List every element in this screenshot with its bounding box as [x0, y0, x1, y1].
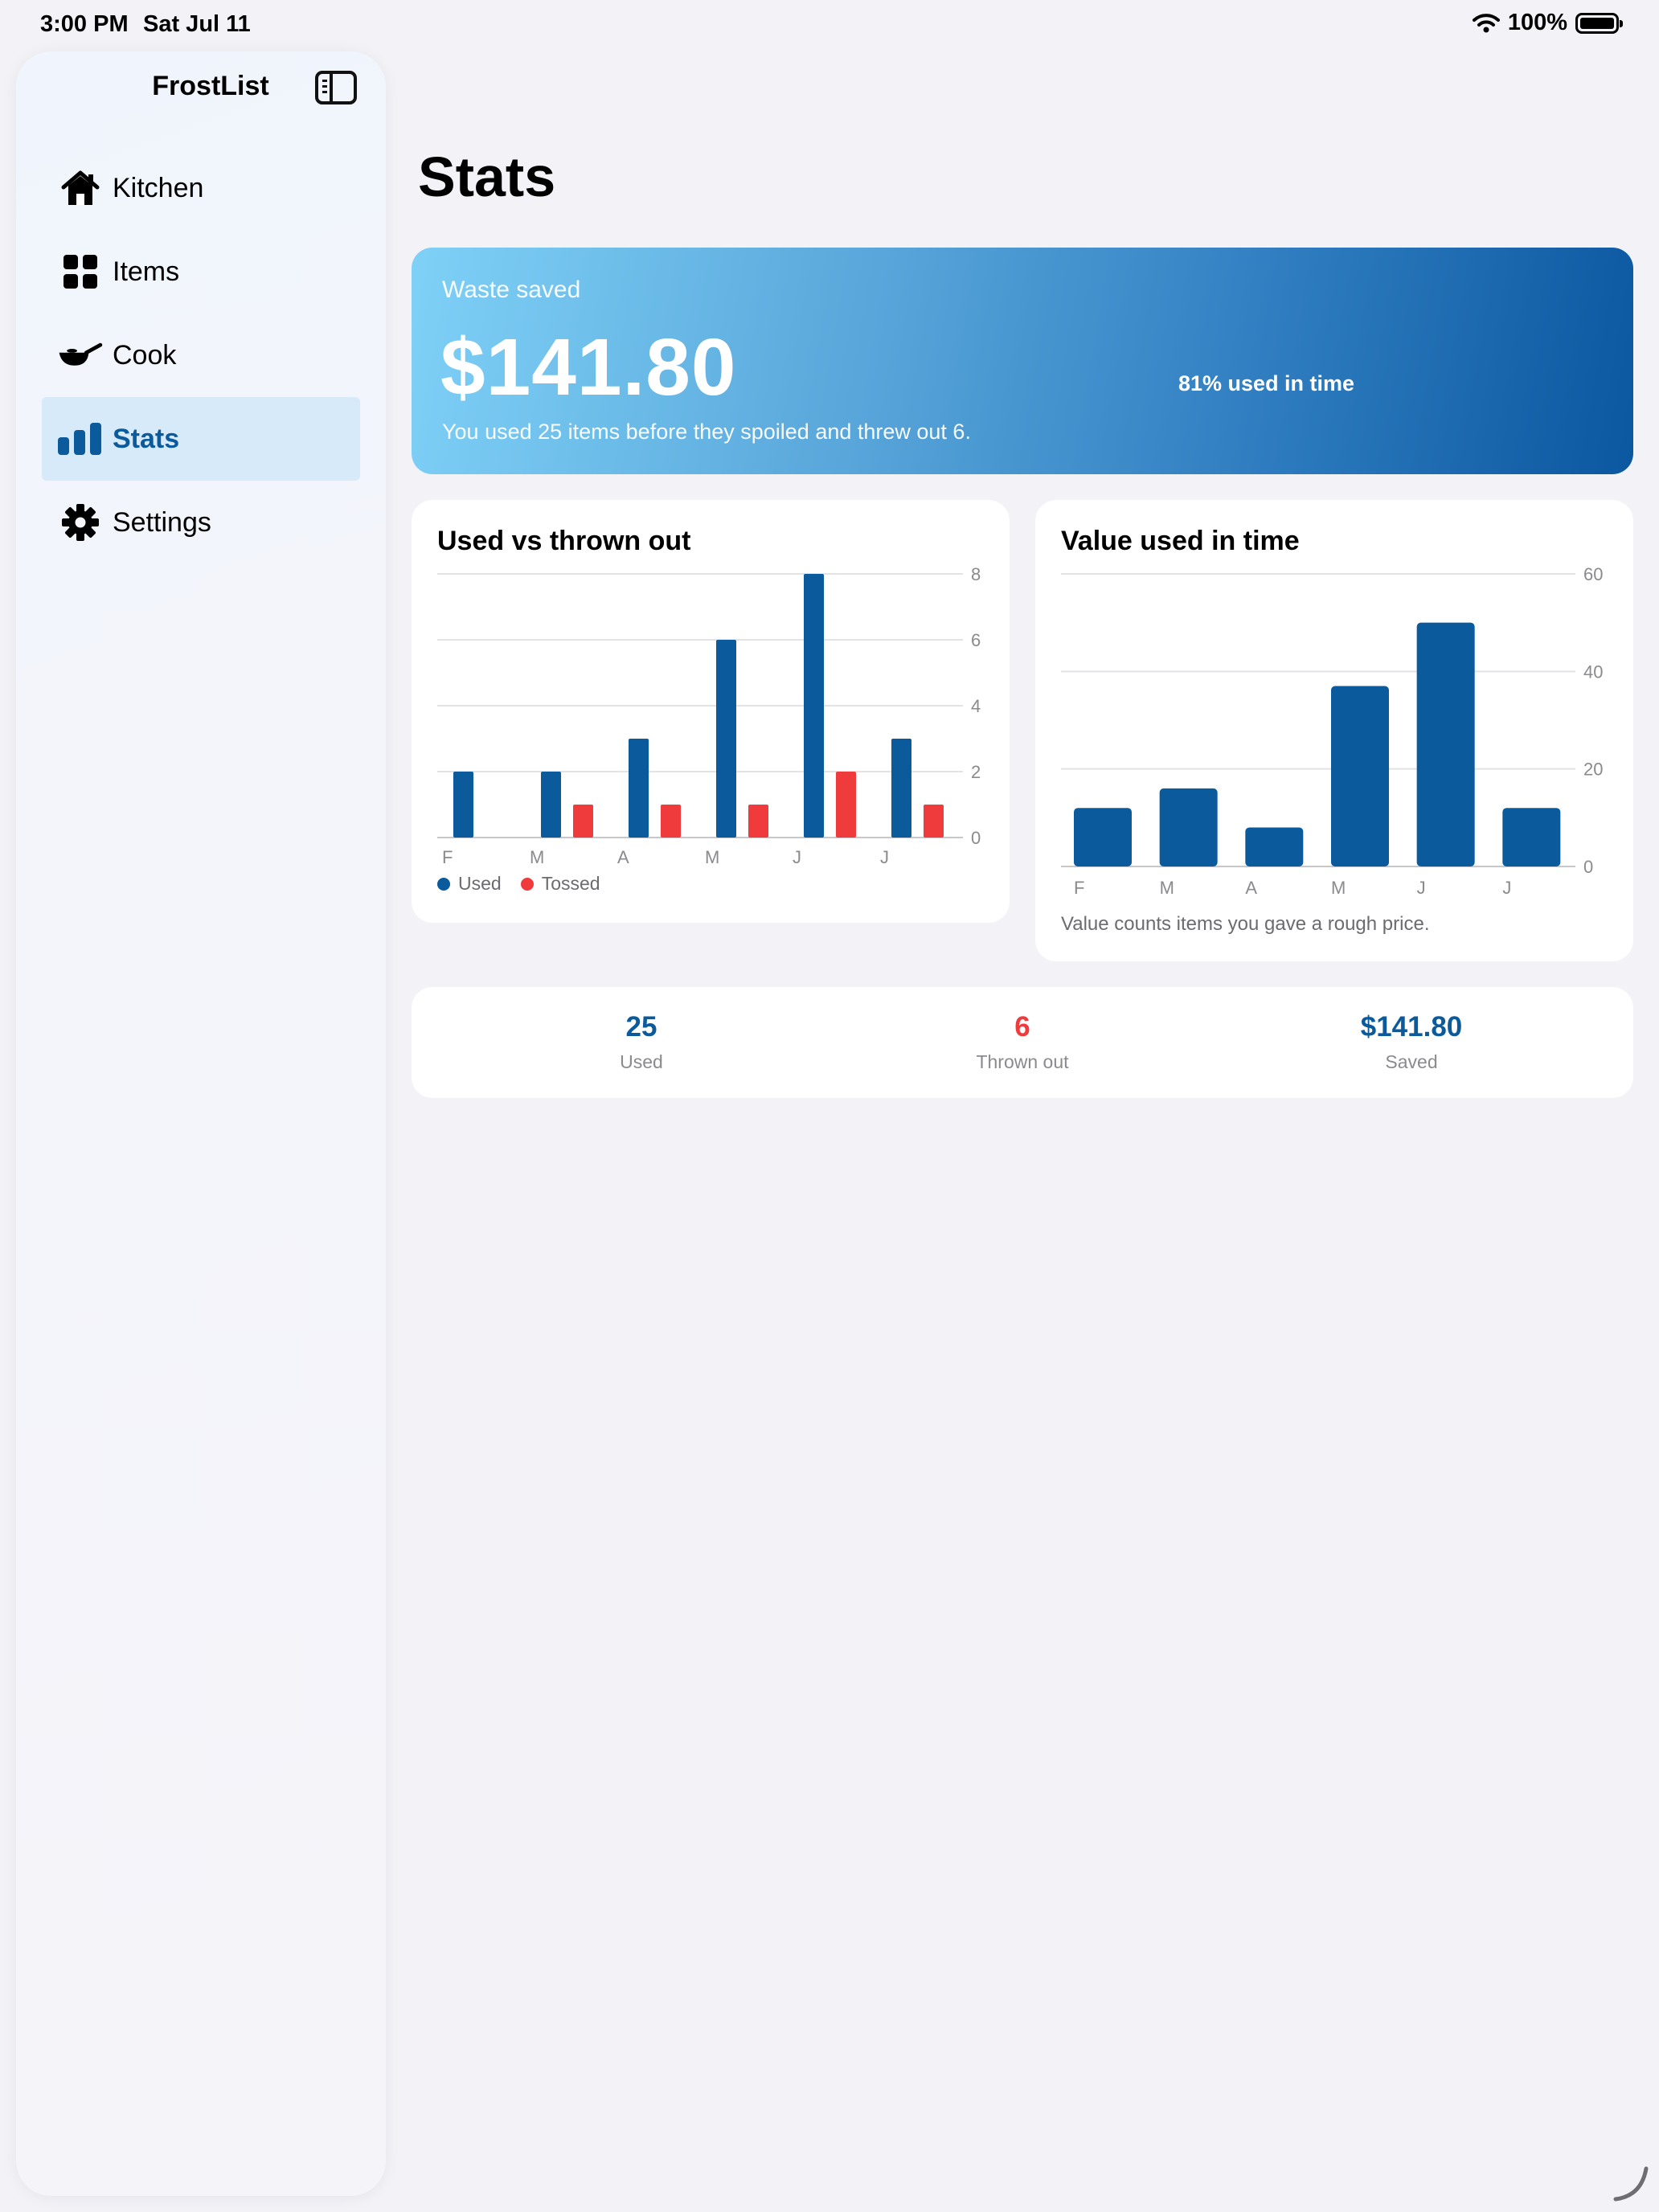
summary-thrown-out: 6 Thrown out	[902, 1011, 1143, 1073]
summary-used: 25 Used	[521, 1011, 762, 1073]
bar-value	[1159, 788, 1218, 866]
bar-tossed	[836, 772, 856, 838]
wifi-icon	[1472, 13, 1500, 32]
hero-percent: 81% used in time	[1178, 371, 1355, 395]
bar-chart-icon	[58, 416, 103, 461]
page-title: Stats	[418, 145, 556, 208]
used-vs-thrown-chart: 0 2 4 6 8 F M A M J J	[437, 564, 981, 867]
bar-used	[541, 772, 561, 838]
grid-icon	[58, 249, 103, 294]
sidebar-item-items[interactable]: Items	[42, 230, 360, 313]
x-tick-label: A	[617, 847, 629, 867]
status-indicators: 100%	[1472, 10, 1623, 36]
y-tick-label: 8	[971, 564, 981, 584]
sidebar-item-label: Items	[113, 256, 180, 287]
bar-tossed	[573, 805, 593, 838]
sidebar-item-label: Kitchen	[113, 172, 204, 203]
house-icon	[58, 166, 103, 211]
x-tick-label: F	[1074, 878, 1084, 898]
summary-label: Used	[620, 1051, 663, 1072]
bar-tossed	[748, 805, 768, 838]
hero-subtitle: You used 25 items before they spoiled an…	[442, 420, 971, 444]
legend-item-used: Used	[437, 873, 502, 895]
battery-percent: 100%	[1507, 10, 1567, 35]
used-vs-thrown-card: Used vs thrown out 0 2 4 6 8 F M A M J J Used Toss…	[412, 500, 1010, 923]
y-tick-label: 0	[971, 828, 981, 848]
bar-tossed	[661, 805, 681, 838]
sidebar-item-label: Settings	[113, 506, 211, 538]
app-title: FrostList	[152, 71, 269, 101]
bar-value	[1331, 686, 1389, 866]
y-tick-label: 4	[971, 696, 981, 716]
legend-dot-used	[437, 877, 450, 891]
summary-value: $141.80	[1360, 1011, 1463, 1043]
y-tick-label: 40	[1583, 662, 1603, 682]
x-tick-label: M	[1160, 878, 1174, 898]
status-date: Sat Jul 11	[143, 11, 251, 37]
bar-used	[804, 574, 824, 838]
sidebar-item-label: Cook	[113, 339, 177, 371]
battery-icon	[1575, 12, 1623, 34]
summary-label: Saved	[1385, 1051, 1438, 1072]
chart-title: Used vs thrown out	[437, 526, 691, 556]
bar-tossed	[924, 805, 944, 838]
sidebar-item-settings[interactable]: Settings	[42, 481, 360, 564]
summary-saved: $141.80 Saved	[1291, 1011, 1532, 1073]
y-tick-label: 2	[971, 762, 981, 782]
sidebar-toggle-icon[interactable]	[315, 71, 357, 104]
x-tick-label: J	[793, 847, 801, 867]
bar-value	[1074, 808, 1132, 866]
x-tick-label: J	[880, 847, 889, 867]
sidebar-item-label: Stats	[113, 423, 180, 454]
x-tick-label: J	[1417, 878, 1426, 898]
legend-label: Used	[458, 873, 502, 894]
status-bar: 3:00 PM Sat Jul 11 100%	[0, 0, 1659, 51]
bar-value	[1502, 808, 1561, 866]
legend-dot-tossed	[520, 877, 534, 891]
bar-used	[629, 739, 649, 838]
frying-pan-icon	[58, 333, 103, 378]
sidebar-item-stats[interactable]: Stats	[42, 397, 360, 481]
bar-used	[453, 772, 473, 838]
x-tick-label: F	[442, 847, 453, 867]
summary-label: Thrown out	[976, 1051, 1069, 1072]
y-tick-label: 20	[1583, 760, 1603, 780]
chart-note: Value counts items you gave a rough pric…	[1061, 913, 1430, 935]
summary-value: 6	[1014, 1011, 1030, 1043]
hero-label: Waste saved	[442, 276, 581, 303]
value-used-card: Value used in time 0 20 40 60 F M A M J J Value c…	[1035, 500, 1633, 961]
bar-used	[716, 640, 736, 838]
status-time: 3:00 PM	[40, 11, 129, 37]
y-tick-label: 6	[971, 630, 981, 650]
sidebar-item-cook[interactable]: Cook	[42, 313, 360, 397]
x-tick-label: M	[530, 847, 544, 867]
waste-saved-card: Waste saved $141.80 81% used in time You…	[412, 248, 1633, 474]
x-tick-label: M	[705, 847, 719, 867]
chart-title: Value used in time	[1061, 526, 1300, 556]
bar-value	[1416, 622, 1475, 866]
y-tick-label: 60	[1583, 564, 1603, 584]
summary-value: 25	[625, 1011, 657, 1043]
x-tick-label: M	[1331, 878, 1346, 898]
sidebar-item-kitchen[interactable]: Kitchen	[42, 146, 360, 230]
bar-value	[1245, 827, 1304, 866]
sidebar: FrostList Kitchen	[16, 51, 386, 2196]
resize-handle-icon	[1613, 2166, 1649, 2202]
x-tick-label: J	[1502, 878, 1511, 898]
value-used-chart: 0 20 40 60 F M A M J J	[1061, 564, 1603, 898]
gear-icon	[58, 500, 103, 545]
sidebar-nav: Kitchen Items Cook	[42, 146, 360, 564]
legend-item-tossed: Tossed	[520, 873, 600, 895]
x-tick-label: A	[1245, 878, 1257, 898]
y-tick-label: 0	[1583, 857, 1593, 877]
chart-legend: Used Tossed	[437, 873, 600, 895]
summary-card: 25 Used 6 Thrown out $141.80 Saved	[412, 987, 1633, 1098]
legend-label: Tossed	[541, 873, 600, 894]
hero-amount: $141.80	[440, 322, 737, 412]
bar-used	[891, 739, 911, 838]
